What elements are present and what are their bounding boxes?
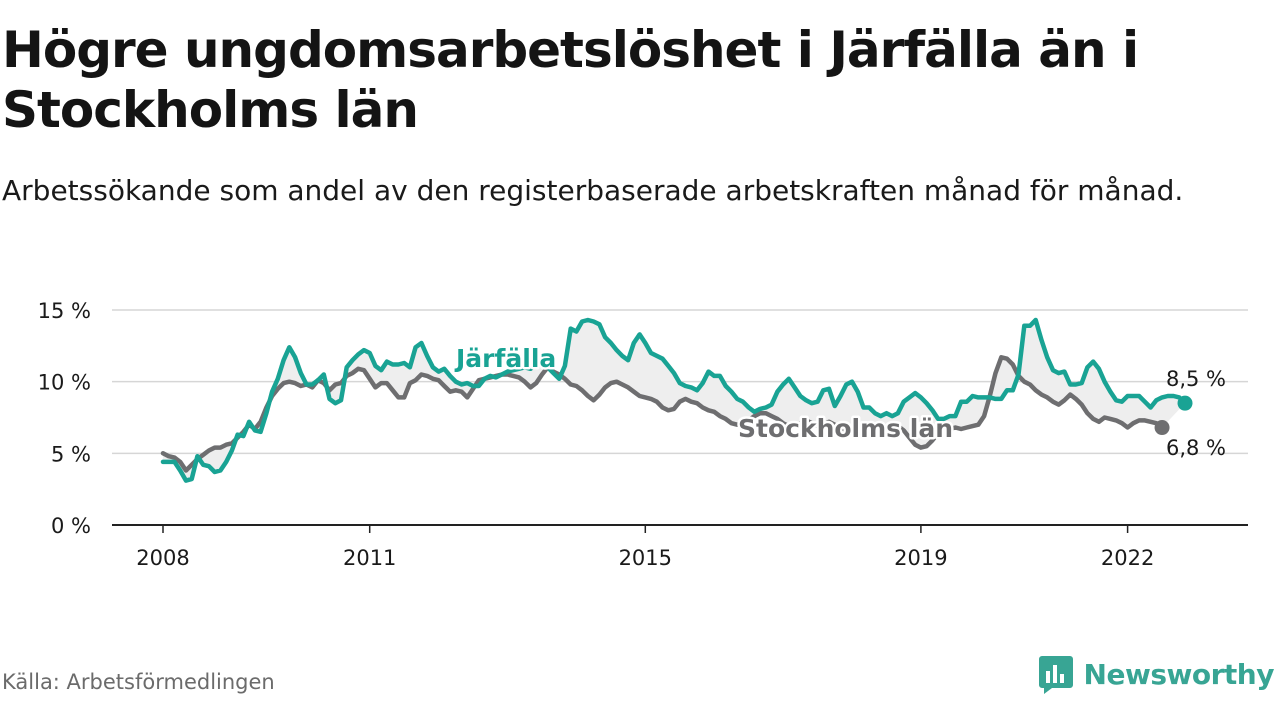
x-tick-label: 2022 [1101,546,1154,570]
stockholm-end-label: 6,8 % [1166,436,1226,460]
y-tick-label: 0 % [51,514,91,538]
brand-logo[interactable]: Newsworthy [1038,652,1275,696]
chart-subtitle: Arbetssökande som andel av den registerb… [2,174,1184,207]
brand-name: Newsworthy [1083,657,1275,691]
y-tick-label: 5 % [51,442,91,466]
stockholm-series-label: Stockholms län [738,414,953,443]
jarfalla-end-point [1177,395,1193,411]
jarfalla-end-label: 8,5 % [1166,367,1226,391]
x-tick-label: 2015 [619,546,672,570]
x-tick-label: 2008 [136,546,189,570]
difference-area [163,320,1185,481]
bar-chart-logo-icon [1038,656,1073,694]
jarfalla-line [160,317,1188,483]
stockholm-end-point [1154,420,1170,436]
x-tick-label: 2011 [343,546,396,570]
y-tick-label: 15 % [38,299,91,323]
chart-title: Högre ungdomsarbetslöshet i Järfälla än … [2,21,1139,139]
x-tick-label: 2019 [894,546,947,570]
source-note: Källa: Arbetsförmedlingen [2,670,275,694]
y-tick-label: 10 % [38,371,91,395]
line-chart: 0 % 5 % 10 % 15 % 2008 2011 2015 2019 2022 8,5 … [38,299,1248,570]
jarfalla-series-label: Järfälla [454,344,556,373]
